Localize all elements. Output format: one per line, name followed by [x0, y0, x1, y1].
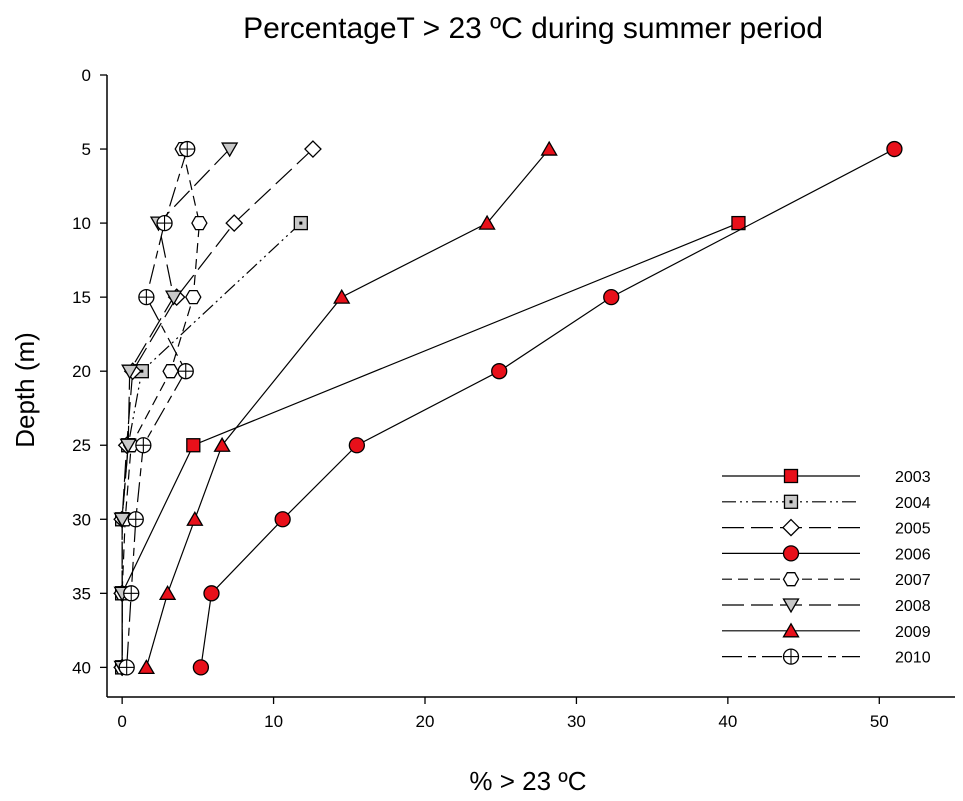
data-point-2010: [123, 585, 140, 602]
x-tick-label: 50: [870, 712, 889, 731]
legend-item-2010: 2010: [722, 648, 931, 667]
data-point-2008: [113, 512, 131, 528]
legend-item-2008: 2008: [722, 598, 931, 615]
data-point-2006: [491, 363, 508, 380]
data-point-2010: [177, 363, 194, 380]
y-tick-label: 20: [72, 362, 91, 381]
data-point-2006: [348, 437, 366, 454]
legend-marker: [783, 494, 799, 509]
data-point-2008: [121, 364, 139, 380]
data-point-2006: [603, 288, 620, 306]
series-2009: [137, 140, 558, 675]
y-tick-label: 35: [72, 584, 91, 603]
legend-label: 2010: [895, 650, 931, 667]
legend-marker: [782, 598, 800, 614]
y-tick-label: 5: [82, 140, 91, 159]
data-point-2007: [191, 215, 208, 231]
y-tick-label: 40: [72, 658, 91, 677]
legend: 2003 2004 2005 2006 2007 2008 2009 2010: [722, 468, 931, 667]
legend-label: 2008: [895, 598, 931, 615]
series-2010: [118, 140, 196, 676]
legend-item-2009: 2009: [722, 622, 931, 641]
data-point-2010: [156, 214, 173, 232]
data-point-2008: [165, 290, 183, 306]
series-line-2010: [126, 148, 188, 668]
legend-label: 2009: [895, 624, 931, 641]
legend-item-2006: 2006: [722, 545, 931, 563]
legend-marker: [782, 518, 800, 537]
marker-dot: [789, 500, 793, 504]
data-point-2010: [118, 659, 135, 676]
y-tick-label: 15: [72, 288, 91, 307]
data-point-2009: [540, 140, 558, 156]
legend-label: 2007: [895, 572, 931, 589]
x-tick-label: 30: [567, 712, 586, 731]
data-point-2009: [478, 214, 496, 230]
x-tick-label: 0: [117, 712, 126, 731]
y-tick-label: 10: [72, 214, 91, 233]
legend-marker: [782, 648, 800, 665]
data-point-2007: [162, 364, 179, 379]
y-tick-label: 30: [72, 510, 91, 529]
series-2006: [192, 140, 903, 676]
data-point-2009: [158, 585, 177, 600]
y-tick-label: 0: [82, 66, 91, 85]
data-point-2004: [293, 215, 308, 231]
data-point-2005: [225, 214, 244, 233]
legend-item-2007: 2007: [722, 572, 931, 589]
data-point-2009: [213, 436, 231, 452]
data-point-2010: [127, 511, 144, 528]
series-line-2007: [121, 148, 201, 668]
data-point-2006: [274, 511, 291, 528]
data-point-2010: [138, 288, 155, 306]
data-point-2008: [119, 438, 137, 454]
data-point-2009: [186, 510, 204, 526]
data-point-2009: [137, 659, 155, 675]
data-point-2003: [731, 215, 746, 231]
x-tick-label: 40: [718, 712, 737, 731]
legend-item-2004: 2004: [722, 494, 931, 512]
legend-label: 2004: [895, 495, 931, 512]
legend-label: 2005: [895, 521, 931, 538]
data-point-2007: [185, 289, 202, 305]
data-point-2009: [333, 288, 351, 304]
data-point-2010: [135, 437, 152, 454]
legend-item-2005: 2005: [722, 518, 931, 538]
chart-title: PercentageT > 23 ºC during summer period: [243, 12, 823, 45]
x-axis-label: % > 23 ºC: [469, 766, 586, 796]
x-tick-label: 10: [264, 712, 283, 731]
data-point-2008: [221, 142, 239, 158]
data-point-2005: [304, 140, 322, 158]
legend-label: 2003: [895, 469, 931, 486]
plot-area: 0 5 10 15 20 25 30 35 40 0 10 20 30 40 50: [72, 66, 955, 731]
data-point-2006: [192, 659, 210, 676]
marker-dot: [140, 369, 144, 373]
marker-dot: [299, 221, 303, 225]
legend-marker: [782, 572, 800, 587]
legend-label: 2006: [895, 546, 931, 563]
data-point-2006: [886, 140, 903, 158]
x-tick-label: 20: [416, 712, 435, 731]
legend-marker: [782, 622, 800, 638]
data-point-2010: [179, 140, 196, 158]
y-axis-label: Depth (m): [10, 332, 40, 448]
data-point-2003: [186, 438, 201, 453]
legend-marker: [782, 545, 800, 562]
series-line-2008: [121, 148, 231, 668]
data-point-2006: [203, 585, 220, 602]
legend-marker: [783, 468, 799, 484]
legend-item-2003: 2003: [722, 468, 931, 486]
y-tick-label: 25: [72, 436, 91, 455]
